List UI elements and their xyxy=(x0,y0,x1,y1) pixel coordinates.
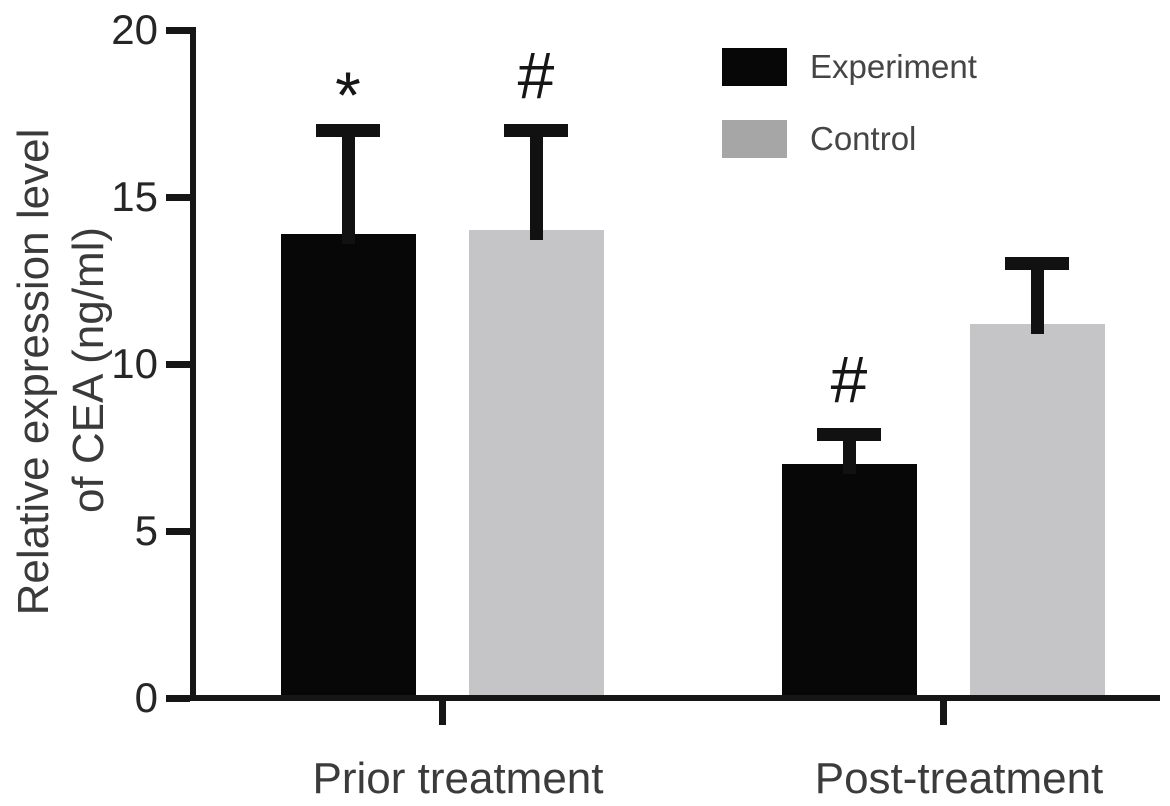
y-tick-mark-10 xyxy=(166,360,190,368)
y-tick-mark-15 xyxy=(166,193,190,201)
y-tick-label-10: 10 xyxy=(111,340,158,387)
legend-swatch-experiment xyxy=(722,48,787,86)
y-tick-label-0: 0 xyxy=(134,674,158,721)
y-axis-line xyxy=(190,27,196,701)
error-bar-cap-experiment-1 xyxy=(817,427,881,441)
legend-label-control: Control xyxy=(810,120,917,157)
x-tick-mark-0 xyxy=(438,701,446,725)
error-bar-stem-control-1 xyxy=(1030,257,1044,334)
bar-control-0 xyxy=(468,230,604,695)
x-tick-mark-1 xyxy=(939,701,947,725)
error-bar-stem-control-0 xyxy=(529,123,543,241)
bar-control-1 xyxy=(969,323,1105,695)
error-bar-cap-control-0 xyxy=(504,123,568,137)
significance-marker-2: # xyxy=(830,341,868,416)
error-bar-stem-experiment-0 xyxy=(341,123,355,244)
error-bar-cap-experiment-0 xyxy=(316,123,380,137)
significance-marker-1: # xyxy=(517,37,555,112)
y-tick-label-5: 5 xyxy=(134,507,158,554)
error-bar-cap-control-1 xyxy=(1005,257,1069,271)
y-tick-mark-20 xyxy=(166,26,190,34)
y-tick-mark-0 xyxy=(166,694,190,702)
legend-swatch-control xyxy=(722,120,787,158)
legend-label-experiment: Experiment xyxy=(810,48,977,85)
y-tick-label-15: 15 xyxy=(111,173,158,220)
x-axis-line xyxy=(184,695,1160,701)
category-label-1: Post-treatment xyxy=(814,754,1104,803)
category-label-0: Prior treatment xyxy=(312,754,604,803)
y-tick-label-20: 20 xyxy=(111,6,158,53)
bar-experiment-1 xyxy=(781,464,917,695)
bar-experiment-0 xyxy=(280,233,416,695)
y-tick-mark-5 xyxy=(166,527,190,535)
significance-marker-0: * xyxy=(335,57,361,132)
